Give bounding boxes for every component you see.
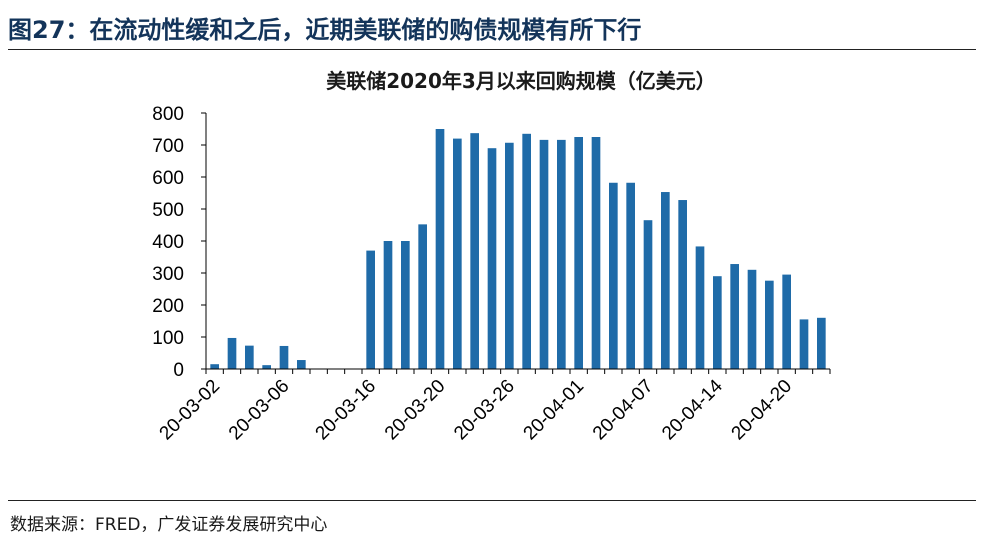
- bar: [591, 137, 601, 369]
- bar: [730, 264, 739, 369]
- x-tick-label: 20-03-20: [381, 376, 450, 445]
- bar: [487, 148, 497, 369]
- source-note: 数据来源：FRED，广发证券发展研究中心: [10, 515, 328, 535]
- x-tick-label: 20-04-01: [520, 376, 589, 445]
- y-tick-label: 200: [152, 296, 184, 317]
- bar: [453, 138, 462, 369]
- figure-title: 图27：在流动性缓和之后，近期美联储的购债规模有所下行: [8, 16, 642, 44]
- y-tick-label: 500: [152, 200, 184, 221]
- bar: [817, 317, 826, 369]
- bar: [279, 345, 289, 369]
- bar: [574, 137, 583, 369]
- bar: [799, 319, 809, 369]
- bar: [522, 133, 531, 369]
- bar: [245, 345, 254, 369]
- y-axis-ticks: 0 100 200 300 400 500 600 700 800: [152, 104, 206, 381]
- y-tick-label: 700: [152, 136, 184, 157]
- top-divider: [8, 49, 976, 50]
- bar: [557, 139, 566, 369]
- bar: [401, 241, 410, 369]
- y-tick-label: 100: [152, 328, 184, 349]
- bar: [210, 364, 219, 369]
- bar-chart: 美联储2020年3月以来回购规模（亿美元） 0 100 200 300 400 500 60…: [152, 69, 831, 445]
- bar: [418, 224, 427, 369]
- x-tick-label: 20-03-06: [225, 376, 294, 445]
- bar: [626, 182, 635, 369]
- bar: [747, 269, 757, 369]
- x-tick-label: 20-03-02: [156, 376, 225, 445]
- x-tick-label: 20-04-07: [589, 376, 658, 445]
- bars: [210, 129, 826, 369]
- bottom-divider: [8, 500, 976, 501]
- y-tick-label: 0: [173, 360, 184, 381]
- bar: [227, 337, 237, 369]
- bar: [765, 280, 774, 369]
- bar: [609, 182, 618, 369]
- bar: [713, 276, 722, 369]
- bar: [661, 192, 670, 369]
- x-tick-label: 20-04-14: [658, 375, 727, 444]
- x-tick-label: 20-04-20: [728, 376, 797, 445]
- bar: [678, 200, 687, 369]
- bar: [505, 142, 514, 369]
- bar: [297, 360, 306, 369]
- chart-title: 美联储2020年3月以来回购规模（亿美元）: [326, 69, 716, 93]
- y-tick-label: 800: [152, 104, 184, 125]
- bar: [383, 241, 393, 369]
- x-axis-ticks: 20-03-02 20-03-06 20-03-16 20-03-20 20-03-26…: [156, 369, 831, 445]
- x-tick-label: 20-03-16: [312, 376, 381, 445]
- x-tick-label: 20-03-26: [450, 376, 519, 445]
- y-tick-label: 600: [152, 168, 184, 189]
- bar: [539, 139, 549, 369]
- bar: [262, 365, 271, 369]
- bar: [782, 274, 791, 369]
- y-tick-label: 400: [152, 232, 184, 253]
- bar: [643, 220, 653, 369]
- bar: [695, 246, 705, 369]
- bar: [470, 133, 479, 369]
- bar: [435, 129, 445, 369]
- y-tick-label: 300: [152, 264, 184, 285]
- bar: [366, 250, 375, 369]
